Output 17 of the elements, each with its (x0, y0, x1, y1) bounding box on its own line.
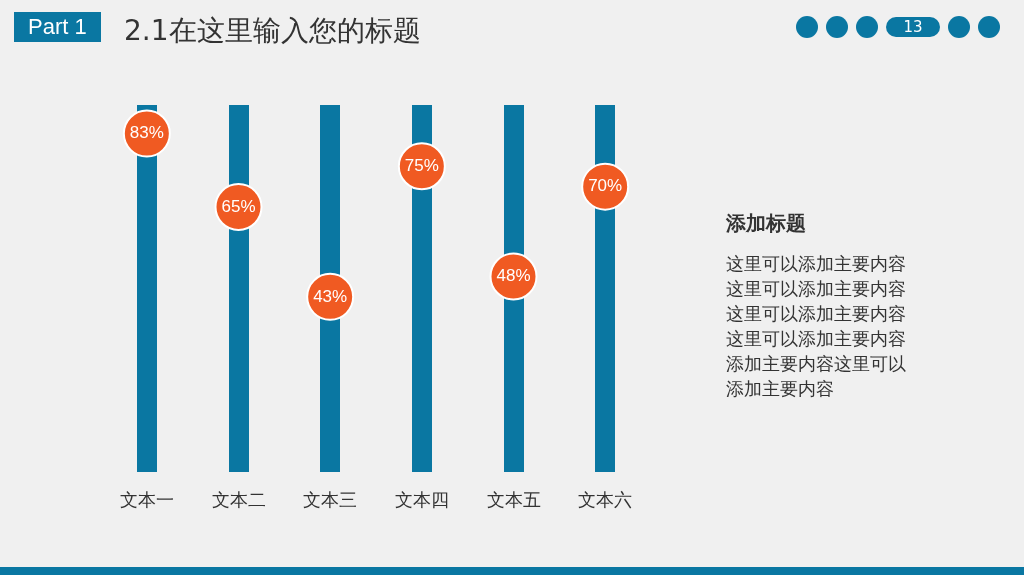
x-tick-label: 文本二 (211, 488, 266, 510)
text: 13 (886, 17, 940, 37)
data-label: 48% (496, 266, 531, 286)
data-label: 75% (404, 155, 439, 175)
x-tick-label: 文本四 (394, 488, 449, 510)
data-label: 83% (129, 123, 164, 143)
data-label: 43% (313, 286, 348, 306)
chart-title: 2.1在这里输入您的标题 (124, 13, 421, 49)
text: Part 1 (14, 12, 101, 42)
text: 这里可以添加主要内容这里可以添加主要内容这里可以添加主要内容这里可以添加主要内容添加主要内容这里可以添加主要内容 (726, 252, 907, 401)
x-tick-label: 文本六 (578, 488, 633, 510)
x-tick-label: 文本五 (486, 488, 541, 510)
x-tick-label: 文本一 (119, 488, 174, 510)
text: 添加标题 (726, 210, 807, 237)
data-label: 65% (221, 196, 256, 216)
data-label: 70% (588, 176, 623, 196)
x-tick-label: 文本三 (303, 488, 358, 510)
